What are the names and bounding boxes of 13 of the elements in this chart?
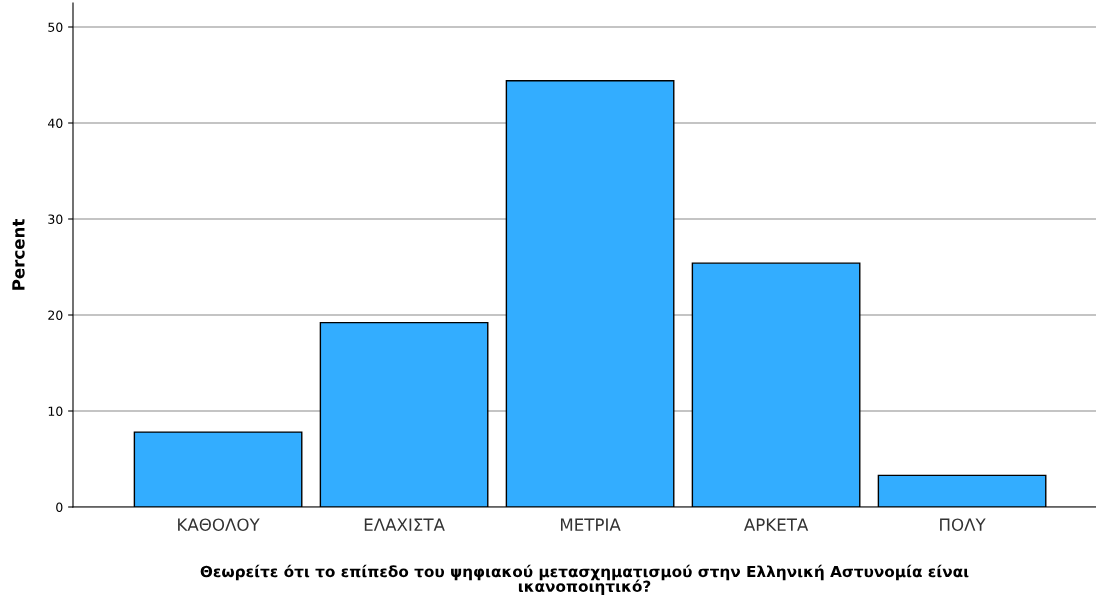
x-tick-label: ΑΡΚΕΤΑ [743, 518, 809, 531]
y-tick-label: 0 [56, 502, 63, 512]
y-tick-label: 20 [48, 310, 63, 320]
x-tick-label: ΜΕΤΡΙΑ [560, 518, 621, 531]
y-tick-label: 30 [48, 214, 63, 224]
y-tick-label: 10 [48, 406, 63, 416]
x-tick-label: ΚΑΘΟΛΟΥ [178, 518, 260, 532]
x-tick-label: ΠΟΛΥ [940, 518, 986, 532]
y-tick-label: 40 [47, 118, 63, 128]
x-axis-title: Θεωρείτε ότι το επίπεδο του ψηφιακού μετασχηματισμού στην Ελληνική Αστυνομία είναι ικανοποιητικό? [200, 564, 969, 595]
x-tick-label: ΕΛΑΧΙΣΤΑ [364, 518, 445, 531]
y-tick-label: 50 [48, 22, 63, 32]
y-axis-title: Percent [12, 219, 25, 290]
